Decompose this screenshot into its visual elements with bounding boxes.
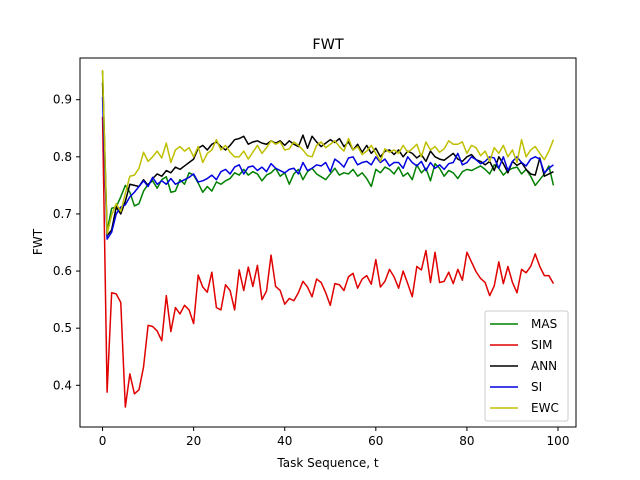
y-tick-label: 0.7	[53, 207, 72, 221]
legend: MAS SIM ANN SI EWC	[484, 310, 569, 422]
series-line-mas	[101, 71, 555, 232]
legend-label-ewc: EWC	[531, 401, 559, 415]
series-line-ewc	[101, 69, 555, 235]
legend-label-si: SI	[531, 380, 542, 394]
y-tick-label: 0.8	[53, 150, 72, 164]
x-tick-label: 80	[459, 434, 474, 448]
legend-label-ann: ANN	[531, 359, 557, 373]
y-tick-label: 0.5	[53, 321, 72, 335]
y-axis-label: FWT	[31, 228, 45, 255]
legend-entries: MAS SIM ANN SI EWC	[490, 317, 559, 415]
x-tick-label: 40	[277, 434, 292, 448]
y-tick-label: 0.9	[53, 93, 72, 107]
x-tick-label: 0	[99, 434, 107, 448]
x-axis-label: Task Sequence, t	[276, 456, 379, 470]
plot-frame	[79, 57, 577, 428]
legend-label-mas: MAS	[531, 317, 557, 331]
y-axis-ticks: 0.4 0.5 0.6 0.7 0.8 0.9	[53, 93, 80, 392]
series-line-sim	[101, 116, 555, 408]
y-tick-label: 0.6	[53, 264, 72, 278]
series-line-si	[101, 96, 554, 240]
x-axis-ticks: 0 20 40 60 80 100	[99, 427, 570, 448]
x-tick-label: 60	[368, 434, 383, 448]
x-tick-label: 20	[186, 434, 201, 448]
series-line-ann	[101, 82, 554, 237]
series-lines	[101, 69, 555, 408]
x-tick-label: 100	[547, 434, 570, 448]
chart-title: FWT	[312, 37, 344, 53]
legend-label-sim: SIM	[531, 338, 553, 352]
y-tick-label: 0.4	[53, 378, 72, 392]
legend-box	[484, 310, 569, 422]
